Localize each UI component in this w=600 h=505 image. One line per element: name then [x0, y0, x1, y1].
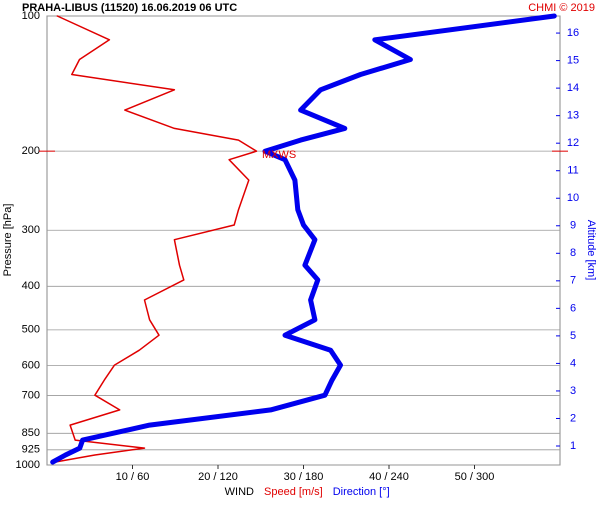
y-tick-label: 1000 [16, 459, 40, 471]
y2-tick-label: 13 [567, 110, 579, 122]
y-tick-label: 200 [22, 145, 40, 157]
y2-tick-label: 9 [570, 220, 576, 232]
y2-tick-label: 11 [567, 165, 578, 177]
x-tick-label: 50 / 300 [455, 471, 495, 483]
y-tick-label: 700 [22, 389, 40, 401]
y-tick-label: 500 [22, 324, 40, 336]
y2-tick-label: 16 [567, 27, 579, 39]
y2-tick-label: 3 [570, 385, 576, 397]
x-tick-label: 20 / 120 [198, 471, 238, 483]
y2-tick-label: 2 [570, 412, 576, 424]
profile-line [53, 15, 258, 463]
y2-tick-label: 12 [567, 137, 579, 149]
x-tick-label: 30 / 180 [284, 471, 324, 483]
y2-tick-label: 6 [570, 302, 576, 314]
profile-line [50, 13, 557, 465]
y-tick-label: 400 [22, 280, 40, 292]
y-tick-label: 850 [22, 427, 40, 439]
y2-tick-label: 4 [570, 357, 576, 369]
y-tick-label: 600 [22, 359, 40, 371]
legend-entry: Direction [°] [333, 486, 390, 498]
credit: CHMI © 2019 [528, 2, 595, 14]
y2-tick-label: 1 [570, 440, 576, 452]
y-tick-label: 100 [22, 10, 40, 22]
y2-tick-label: 7 [570, 275, 576, 287]
legend-entry: Speed [m/s] [264, 486, 323, 498]
x-axis-label: WIND [225, 486, 254, 498]
x-tick-label: 10 / 60 [116, 471, 150, 483]
y2-tick-label: 10 [567, 192, 579, 204]
y-tick-label: 300 [22, 224, 40, 236]
plot-frame [46, 15, 561, 466]
chart-title: PRAHA-LIBUS (11520) 16.06.2019 06 UTC [22, 2, 237, 14]
y2-tick-label: 8 [570, 247, 576, 259]
y-tick-label: 925 [22, 444, 40, 456]
y2-tick-label: 14 [567, 82, 579, 94]
y-axis-label: Pressure [hPa] [2, 204, 14, 277]
y2-tick-label: 15 [567, 55, 579, 67]
mxws-label: MXWS [262, 149, 296, 161]
x-tick-label: 40 / 240 [369, 471, 409, 483]
y2-axis-label: Altitude [km] [585, 220, 597, 281]
y2-tick-label: 5 [570, 330, 576, 342]
